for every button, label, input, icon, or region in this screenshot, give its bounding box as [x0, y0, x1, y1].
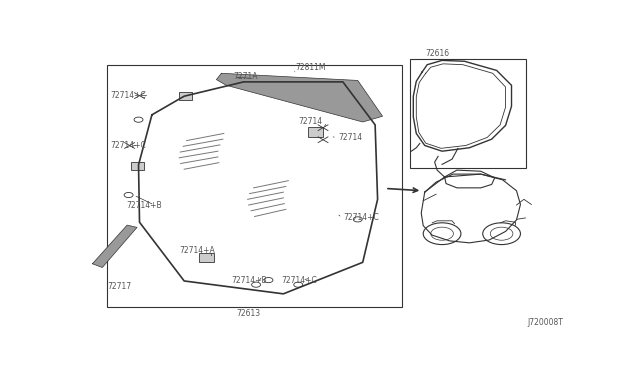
Bar — [131, 161, 144, 170]
Polygon shape — [216, 73, 383, 122]
Text: 72613: 72613 — [237, 309, 260, 318]
Text: 72714: 72714 — [298, 118, 323, 126]
Polygon shape — [92, 225, 137, 267]
Text: 72714: 72714 — [338, 133, 362, 142]
Text: 72714+B: 72714+B — [126, 201, 162, 209]
Bar — [179, 92, 192, 100]
Text: 7271A: 7271A — [234, 72, 259, 81]
Bar — [308, 128, 323, 137]
Text: 72714+B: 72714+B — [231, 276, 267, 285]
Text: 72811M: 72811M — [296, 63, 326, 72]
Bar — [199, 253, 214, 262]
Text: 72714+C: 72714+C — [111, 141, 147, 150]
Text: 72714+A: 72714+A — [179, 246, 215, 255]
Text: 72714+C: 72714+C — [111, 91, 147, 100]
Text: 72714+C: 72714+C — [281, 276, 317, 285]
Text: 72717: 72717 — [108, 282, 131, 291]
Bar — [410, 59, 526, 168]
Text: 72616: 72616 — [425, 49, 449, 58]
Bar — [108, 65, 403, 307]
Text: 72714+C: 72714+C — [343, 214, 379, 222]
Text: J720008T: J720008T — [528, 318, 564, 327]
